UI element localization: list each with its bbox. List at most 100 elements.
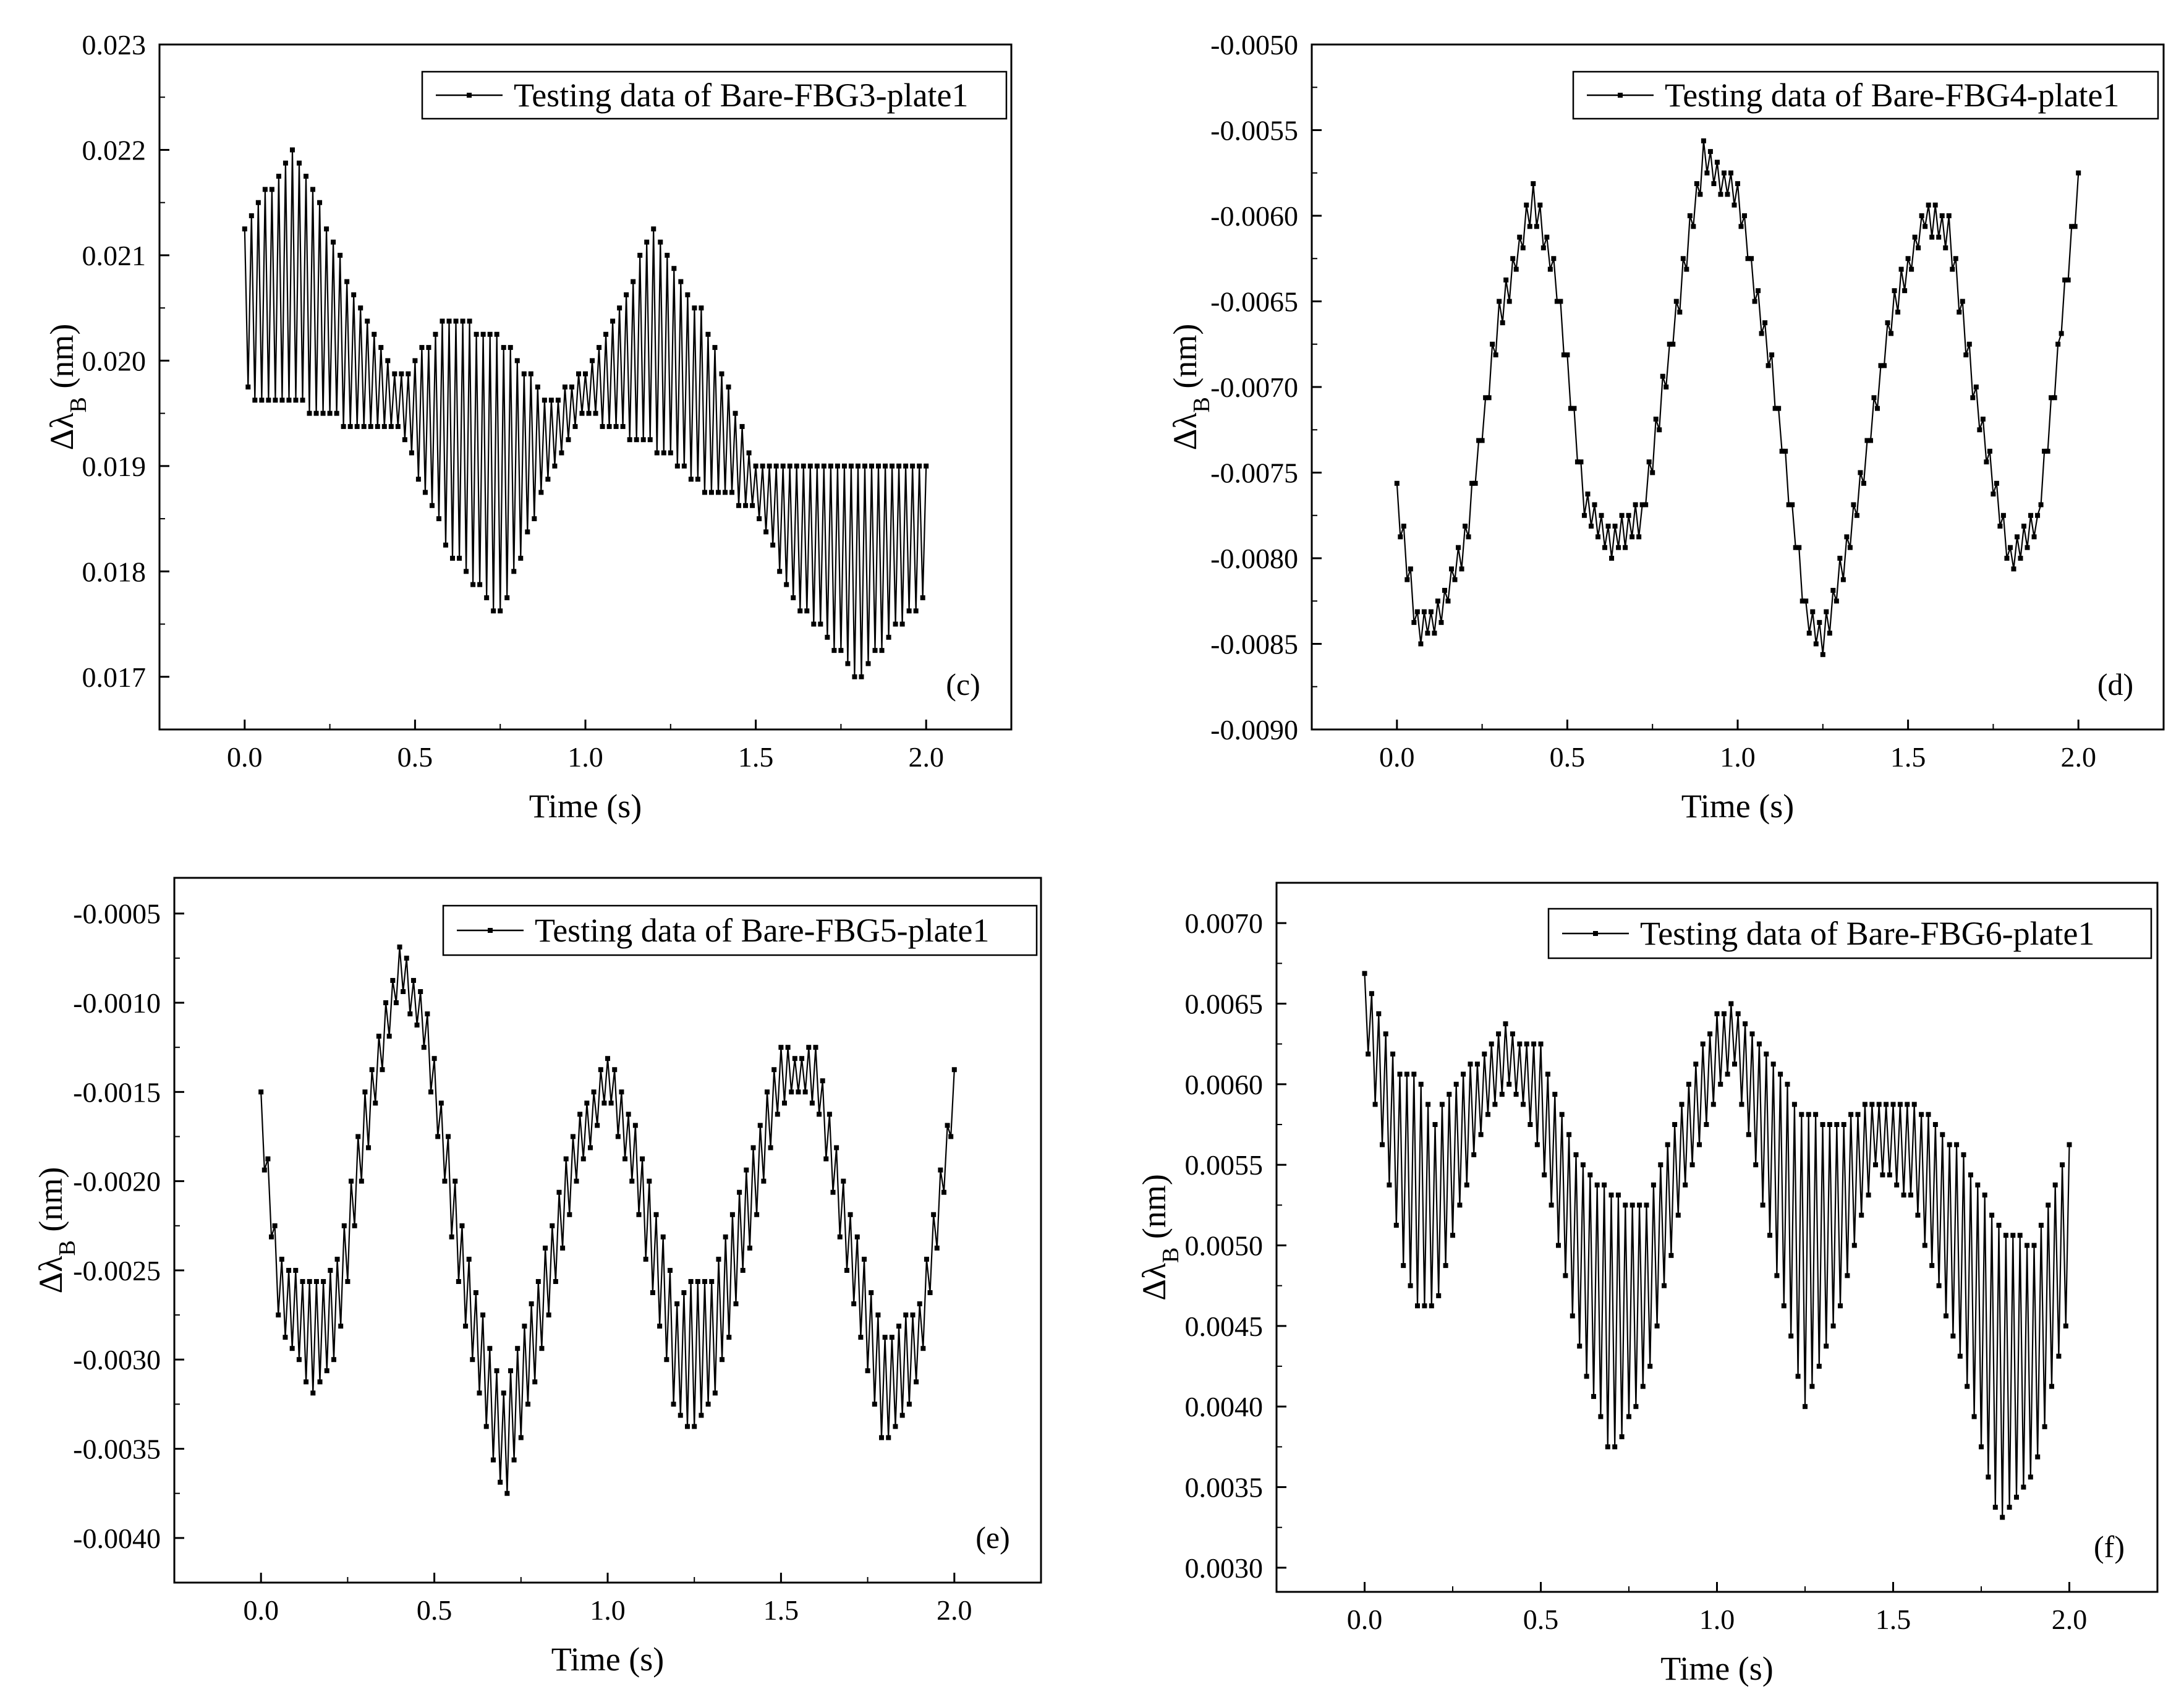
data-point — [2017, 1233, 2023, 1238]
data-point — [1697, 1142, 1702, 1147]
data-point — [1806, 631, 1812, 636]
data-point — [750, 1145, 756, 1150]
data-point — [629, 1178, 635, 1184]
data-point — [806, 1045, 812, 1050]
data-point — [674, 463, 680, 469]
data-point — [605, 1056, 610, 1061]
data-point — [1996, 1222, 2002, 1228]
data-point — [671, 1401, 676, 1407]
y-tick-label: 0.0065 — [1185, 989, 1264, 1020]
data-point — [2028, 512, 2034, 518]
data-point — [272, 1223, 278, 1228]
data-point — [1874, 406, 1880, 411]
data-point — [562, 385, 567, 389]
data-point — [1571, 406, 1577, 411]
data-point — [457, 556, 462, 561]
legend-marker-sample — [1618, 93, 1623, 98]
data-point — [862, 463, 867, 469]
data-point — [443, 542, 449, 548]
chart-panel-c: 0.0 0.5 1.0 1.5 2.0 0.017 0.018 0.019 0.020 0.021… — [43, 29, 1013, 825]
data-point — [1855, 1112, 1861, 1117]
data-point — [546, 1312, 551, 1318]
data-point — [1411, 1071, 1417, 1077]
data-point — [1531, 1041, 1537, 1047]
data-point — [429, 503, 435, 508]
data-point — [515, 1346, 521, 1351]
data-point — [586, 410, 592, 416]
data-point — [848, 463, 854, 469]
data-point — [2014, 1494, 2019, 1500]
data-point — [1472, 480, 1478, 486]
x-tick-label: 0.0 — [227, 741, 263, 773]
data-point — [1830, 587, 1836, 593]
data-point — [1599, 512, 1604, 518]
data-point — [1772, 406, 1778, 411]
data-point — [1565, 352, 1570, 358]
data-point — [1663, 385, 1669, 389]
data-point — [331, 1357, 336, 1363]
data-point — [511, 1457, 517, 1463]
data-point — [1408, 1283, 1413, 1288]
data-point — [361, 423, 367, 429]
data-point — [951, 1067, 957, 1073]
data-point — [1739, 1102, 1744, 1107]
data-point — [1743, 1021, 1748, 1027]
x-tick-label: 0.0 — [243, 1594, 279, 1626]
x-tick-label: 1.5 — [738, 741, 774, 773]
legend-label: Testing data of Bare-FBG6-plate1 — [1640, 915, 2095, 952]
data-point — [1827, 1122, 1832, 1128]
y-tick-label: 0.0035 — [1185, 1472, 1264, 1503]
data-point — [338, 252, 343, 258]
data-point — [1452, 577, 1458, 582]
data-point — [661, 450, 666, 456]
data-point — [613, 423, 619, 429]
x-tick-label: 0.0 — [1347, 1604, 1383, 1635]
data-point — [266, 398, 271, 403]
data-point — [782, 1100, 788, 1106]
x-tick-label: 1.5 — [1876, 1604, 1911, 1635]
data-point — [501, 1390, 506, 1396]
y-tick-label: 0.0055 — [1185, 1149, 1264, 1181]
data-point — [1401, 524, 1406, 529]
data-point — [1781, 1303, 1787, 1309]
data-point — [600, 423, 605, 429]
data-point — [1932, 1122, 1938, 1128]
data-point — [1950, 1333, 1956, 1339]
data-point — [636, 1212, 642, 1217]
y-tick-label: 0.0070 — [1185, 908, 1264, 939]
data-point — [1810, 609, 1816, 614]
data-point — [1707, 149, 1713, 155]
data-point — [328, 1267, 333, 1273]
data-point — [1721, 1011, 1727, 1016]
data-point — [848, 1212, 853, 1217]
data-point — [2000, 1515, 2005, 1520]
y-tick-label: -0.0020 — [73, 1166, 161, 1197]
data-point — [1803, 598, 1809, 604]
data-point — [1970, 395, 1976, 401]
data-point — [612, 1067, 618, 1073]
data-point — [1939, 213, 1945, 218]
data-point — [1485, 1112, 1490, 1117]
data-point — [504, 1490, 510, 1496]
data-point — [610, 318, 616, 324]
data-point — [780, 463, 786, 469]
data-point — [532, 516, 537, 522]
data-point — [1390, 1051, 1396, 1057]
data-point — [1436, 1293, 1442, 1298]
data-point — [1369, 991, 1374, 997]
data-point — [601, 1100, 607, 1106]
data-point — [615, 1134, 621, 1139]
data-point — [1946, 213, 1952, 218]
data-point — [1482, 1051, 1487, 1057]
data-point — [1791, 1102, 1797, 1107]
data-point — [1608, 1193, 1614, 1198]
data-point — [722, 490, 728, 495]
data-point — [814, 463, 820, 469]
data-point — [1563, 1273, 1568, 1278]
data-point — [1905, 256, 1911, 261]
data-point — [1911, 1102, 1917, 1107]
data-point — [1672, 1122, 1678, 1128]
data-point — [2038, 502, 2044, 508]
data-point — [681, 1290, 687, 1296]
